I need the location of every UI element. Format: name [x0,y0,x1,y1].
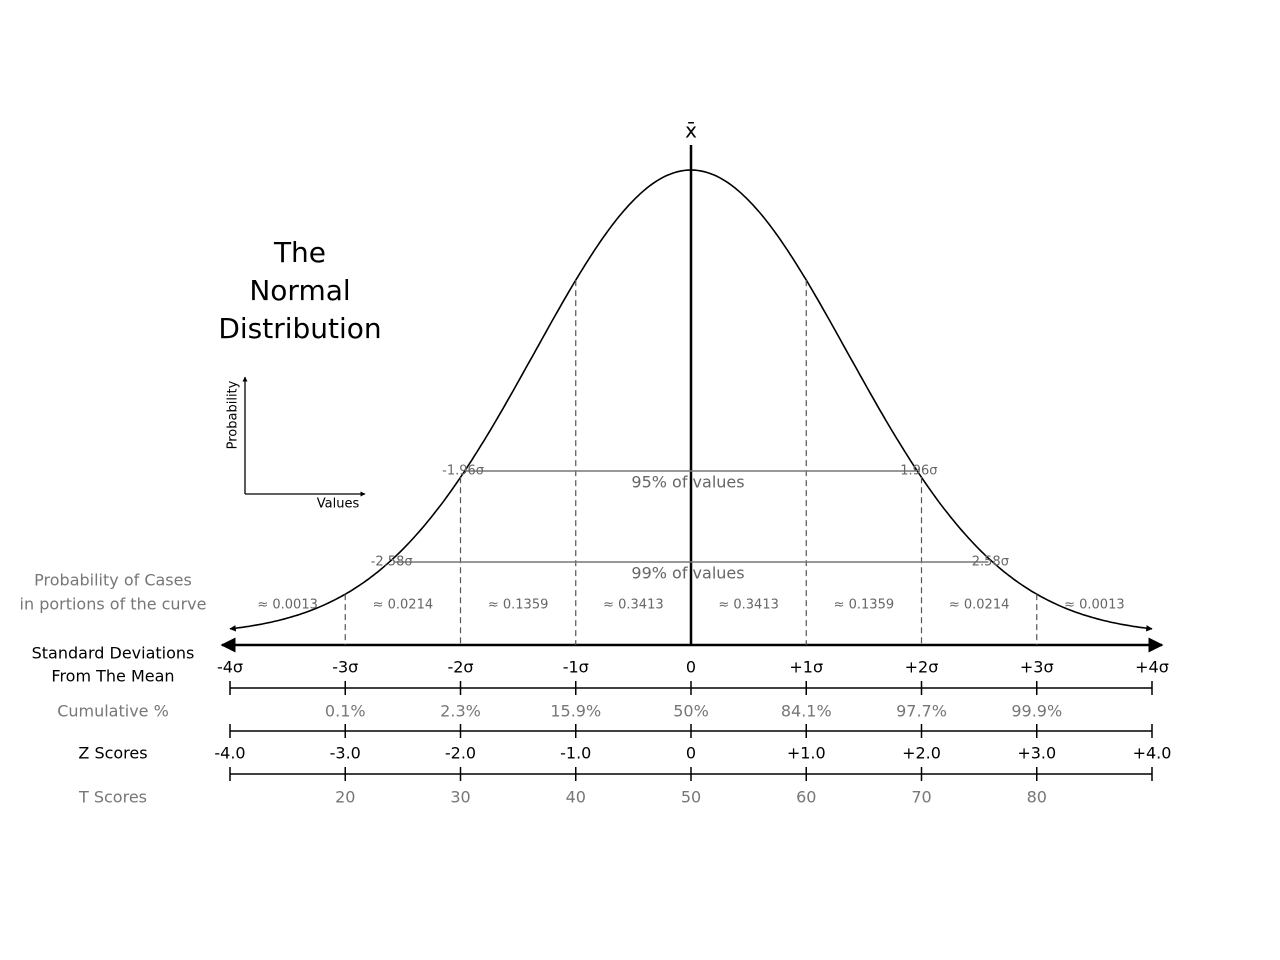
row-tick: +2.0 [902,744,941,763]
interval-high: 2.58σ [972,555,1009,570]
inset-y-label: Probability [226,380,241,449]
row-label: Cumulative % [57,702,169,721]
row-tick: -4σ [217,658,243,677]
interval-label: 99% of values [631,564,744,583]
row-label: Z Scores [78,744,147,763]
title-line: The [273,236,326,269]
row-tick: -2.0 [445,744,476,763]
row-tick: +4.0 [1133,744,1172,763]
row-tick: -1σ [563,658,589,677]
row-tick: -1.0 [560,744,591,763]
row-tick: 15.9% [550,702,601,721]
bell-curve [229,169,1153,632]
row-tick: 2.3% [440,702,481,721]
row-tick: 50 [681,788,701,807]
portion-label: ≈ 0.3413 [603,598,664,613]
interval-high: 1.96σ [900,464,937,479]
row-tick: 30 [450,788,470,807]
row-label: From The Mean [51,667,174,686]
title-line: Normal [249,274,350,307]
mean-symbol: x̄ [685,119,697,143]
row-label: Standard Deviations [32,644,195,663]
interval-low: -1.96σ [442,464,484,479]
row-tick: 97.7% [896,702,947,721]
portion-label: ≈ 0.1359 [488,598,549,613]
row-label: T Scores [78,788,147,807]
row-tick: 70 [911,788,931,807]
row-tick: 0.1% [325,702,366,721]
row-tick: 84.1% [781,702,832,721]
cases-label: Probability of Cases [34,571,192,590]
row-tick: +2σ [905,658,939,677]
row-tick: +1σ [789,658,823,677]
row-tick: 20 [335,788,355,807]
cases-label: in portions of the curve [20,595,207,614]
row-tick: 0 [686,744,696,763]
row-tick: 80 [1027,788,1047,807]
portion-label: ≈ 0.0013 [257,598,318,613]
inset-x-label: Values [317,497,360,512]
portion-label: ≈ 0.0013 [1064,598,1125,613]
row-tick: 50% [673,702,709,721]
portion-label: ≈ 0.1359 [834,598,895,613]
row-tick: 0 [686,658,696,677]
interval-label: 95% of values [631,473,744,492]
interval-low: -2.58σ [371,555,413,570]
row-tick: 40 [566,788,586,807]
row-tick: -3σ [332,658,358,677]
title-line: Distribution [218,312,381,345]
row-tick: +3σ [1020,658,1054,677]
row-tick: -4.0 [214,744,245,763]
portion-label: ≈ 0.0214 [949,598,1010,613]
row-tick: +1.0 [787,744,826,763]
row-tick: +4σ [1135,658,1169,677]
row-tick: +3.0 [1017,744,1056,763]
row-tick: -2σ [447,658,473,677]
row-tick: -3.0 [330,744,361,763]
portion-label: ≈ 0.3413 [718,598,779,613]
row-tick: 60 [796,788,816,807]
row-tick: 99.9% [1011,702,1062,721]
portion-label: ≈ 0.0214 [373,598,434,613]
